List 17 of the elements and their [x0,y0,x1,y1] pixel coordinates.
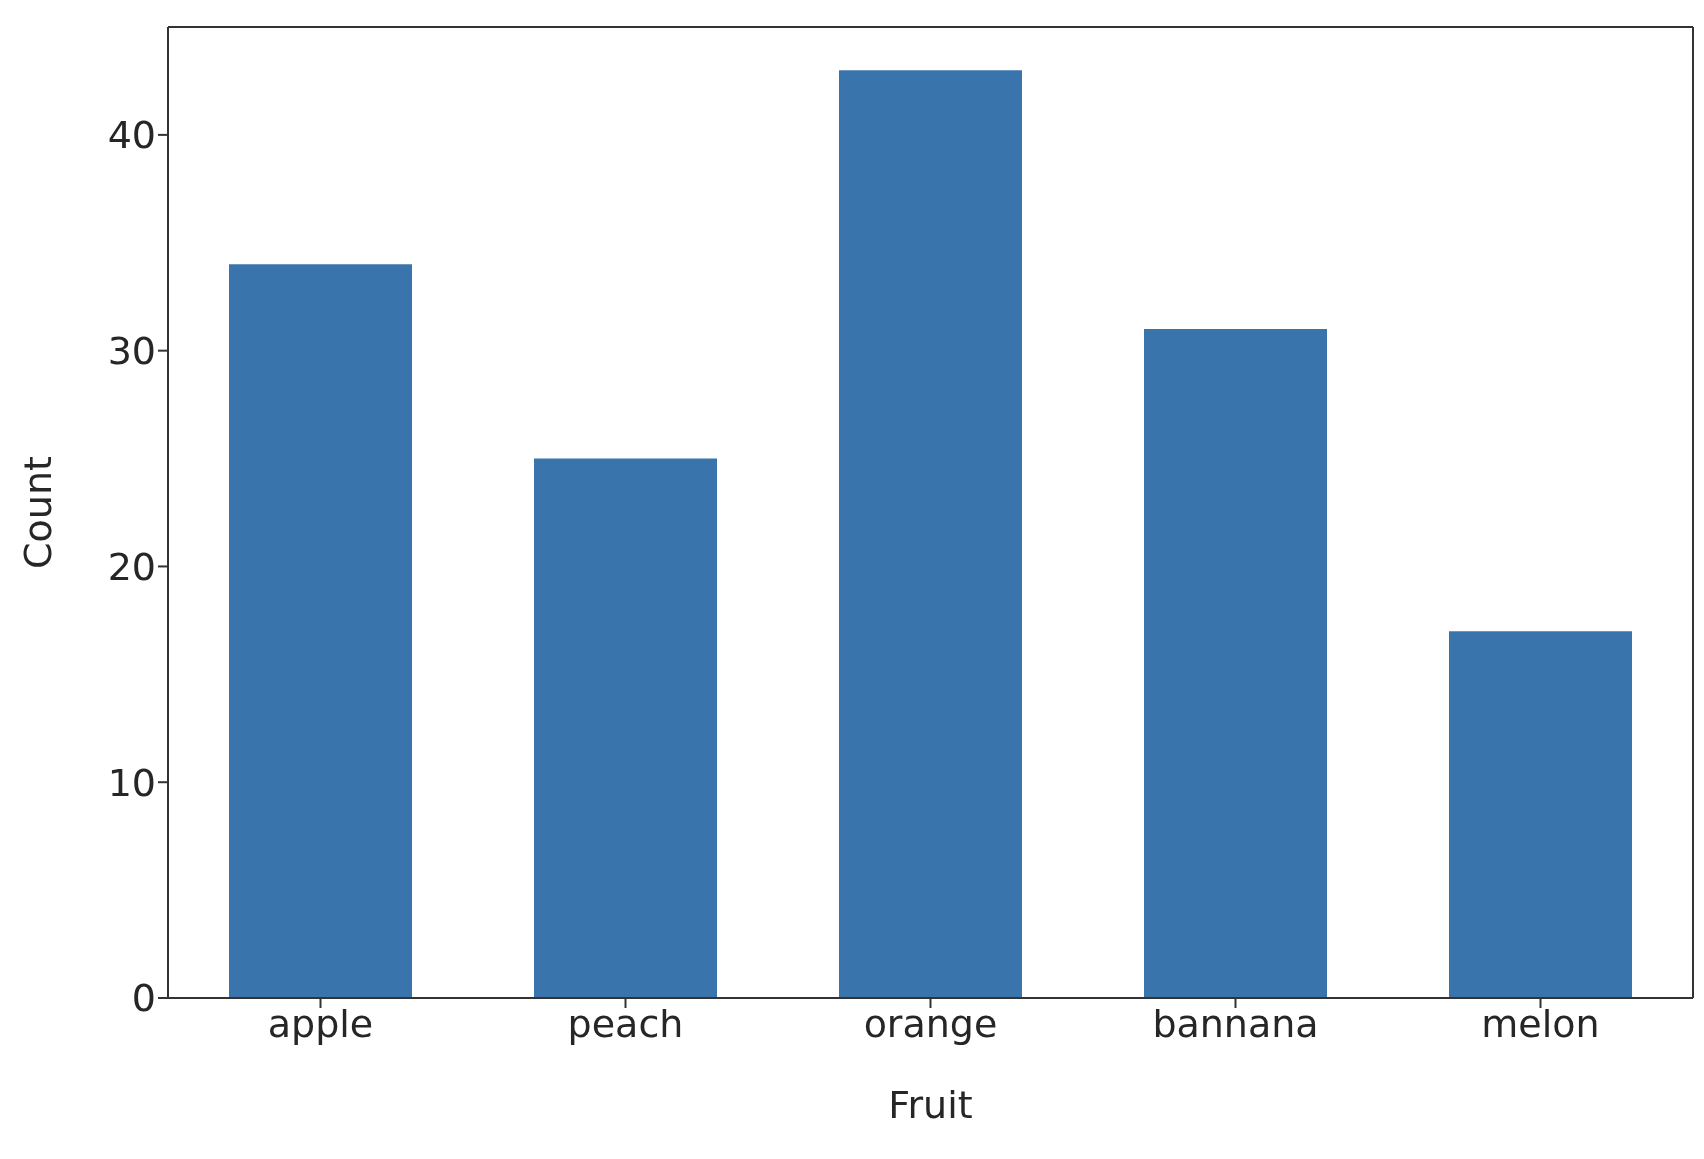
y-tick-label: 0 [131,976,156,1021]
x-tick-label: peach [567,1001,684,1046]
y-tick-label: 20 [107,544,156,589]
bar [229,264,412,998]
y-tick-label: 40 [107,113,156,158]
y-tick-label: 10 [107,760,156,805]
bar [839,70,1022,998]
x-axis-title: Fruit [888,1083,973,1127]
y-tick-label: 30 [107,329,156,374]
y-axis-title: Count [16,456,61,569]
bar [534,458,717,998]
bar [1144,329,1327,998]
x-tick-label: melon [1481,1001,1600,1046]
x-tick-label: orange [863,1001,998,1046]
x-tick-label: bannana [1152,1001,1319,1046]
bar [1449,631,1632,998]
x-tick-label: apple [267,1001,374,1046]
